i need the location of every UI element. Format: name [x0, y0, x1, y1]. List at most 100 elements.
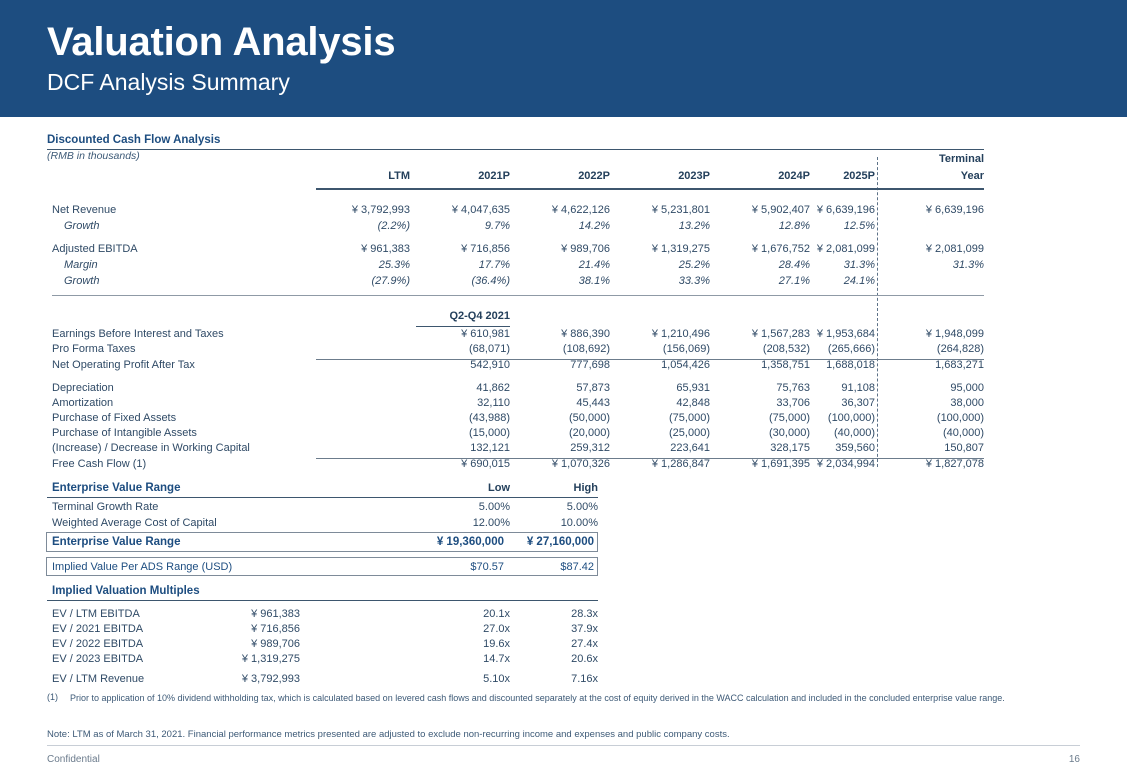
- cell-taxes-2023p: (156,069): [662, 343, 710, 355]
- cell-net-revenue-growth-2024p: 12.8%: [778, 220, 810, 232]
- cell-nopat-2025p: 1,688,018: [826, 359, 875, 371]
- cell-adj-ebitda-2024p: ¥ 1,676,752: [751, 243, 810, 255]
- cell-depreciation-2021p: 41,862: [476, 382, 510, 394]
- cell-fcf-2023p: ¥ 1,286,847: [651, 458, 710, 470]
- cell-depreciation-2023p: 65,931: [676, 382, 710, 394]
- cell-purchase-intangible-2021p: (15,000): [469, 427, 510, 439]
- cell-ebit-2023p: ¥ 1,210,496: [651, 328, 710, 340]
- row-label-working-capital: (Increase) / Decrease in Working Capital: [52, 442, 250, 454]
- cell-adj-ebitda-growth-2024p: 27.1%: [778, 275, 810, 287]
- cell-nopat-2024p: 1,358,751: [761, 359, 810, 371]
- cell-net-revenue-growth-2022p: 14.2%: [578, 220, 610, 232]
- cell-adj-ebitda-2025p: ¥ 2,081,099: [816, 243, 875, 255]
- cell-wacc-low: 12.00%: [472, 517, 510, 529]
- row-label-net-revenue: Net Revenue: [52, 204, 117, 216]
- cell-working-capital-2021p: 132,121: [470, 442, 510, 454]
- cell-purchase-fixed-2023p: (75,000): [669, 412, 710, 424]
- cell-adj-ebitda-growth-ltm: (27.9%): [371, 275, 410, 287]
- row-label-adjusted-ebitda: Adjusted EBITDA: [52, 243, 138, 255]
- cell-working-capital-terminal: 150,807: [944, 442, 984, 454]
- cell-working-capital-2023p: 223,641: [670, 442, 710, 454]
- cell-adj-ebitda-2023p: ¥ 1,319,275: [651, 243, 710, 255]
- cell-multiple-metric: ¥ 989,706: [251, 638, 300, 650]
- multiples-heading: Implied Valuation Multiples: [52, 585, 200, 597]
- cell-depreciation-2022p: 57,873: [576, 382, 610, 394]
- cell-multiple-high: 27.4x: [571, 638, 598, 650]
- cell-purchase-fixed-terminal: (100,000): [936, 412, 984, 424]
- cell-adj-ebitda-growth-2025p: 24.1%: [843, 275, 875, 287]
- row-label-terminal-growth-rate: Terminal Growth Rate: [52, 501, 159, 513]
- cell-net-revenue-growth-2023p: 13.2%: [678, 220, 710, 232]
- cell-multiple-high: 28.3x: [571, 608, 598, 620]
- cell-amortization-2023p: 42,848: [676, 397, 710, 409]
- cell-nopat-2021p: 542,910: [470, 359, 510, 371]
- row-label-depreciation: Depreciation: [52, 382, 114, 394]
- cell-adj-ebitda-margin-ltm: 25.3%: [378, 259, 410, 271]
- cell-adj-ebitda-growth-2021p: (36.4%): [471, 275, 510, 287]
- cell-net-revenue-growth-2021p: 9.7%: [484, 220, 510, 232]
- row-label-nopat: Net Operating Profit After Tax: [52, 359, 195, 371]
- cell-nopat-2023p: 1,054,426: [661, 359, 710, 371]
- row-label-multiple: EV / 2022 EBITDA: [52, 638, 144, 650]
- cell-amortization-2021p: 32,110: [477, 397, 510, 409]
- cell-purchase-intangible-2022p: (20,000): [569, 427, 610, 439]
- cell-purchase-intangible-2023p: (25,000): [669, 427, 710, 439]
- cell-working-capital-2025p: 359,560: [835, 442, 875, 454]
- footnote-marker: (1): [47, 692, 58, 702]
- cell-adj-ebitda-margin-2023p: 25.2%: [678, 259, 710, 271]
- cell-implied-ads-high: $87.42: [560, 561, 594, 573]
- column-header-terminal-line1: Terminal: [938, 153, 984, 165]
- cell-net-revenue-2023p: ¥ 5,231,801: [651, 204, 710, 216]
- cell-net-revenue-2025p: ¥ 6,639,196: [816, 204, 875, 216]
- cell-multiple-high: 37.9x: [571, 623, 598, 635]
- footer-page-number: 16: [1068, 754, 1080, 765]
- row-label-multiple: EV / LTM EBITDA: [52, 608, 140, 620]
- cell-adj-ebitda-margin-2022p: 21.4%: [578, 259, 610, 271]
- cell-adj-ebitda-margin-2021p: 17.7%: [478, 259, 510, 271]
- cell-working-capital-2024p: 328,175: [770, 442, 810, 454]
- cell-amortization-terminal: 38,000: [950, 397, 984, 409]
- cell-fcf-2021p: ¥ 690,015: [461, 458, 510, 470]
- cell-net-revenue-2024p: ¥ 5,902,407: [751, 204, 810, 216]
- cell-taxes-terminal: (264,828): [936, 343, 984, 355]
- cell-adj-ebitda-2021p: ¥ 716,856: [461, 243, 510, 255]
- cell-depreciation-2024p: 75,763: [776, 382, 810, 394]
- cell-net-revenue-2022p: ¥ 4,622,126: [551, 204, 610, 216]
- cell-nopat-terminal: 1,683,271: [935, 359, 984, 371]
- cell-adj-ebitda-growth-2023p: 33.3%: [678, 275, 710, 287]
- column-header-2021p: 2021P: [478, 170, 510, 182]
- cell-net-revenue-2021p: ¥ 4,047,635: [451, 204, 510, 216]
- section-rule: [47, 149, 984, 150]
- cell-amortization-2022p: 45,443: [576, 397, 610, 409]
- cell-purchase-fixed-2025p: (100,000): [827, 412, 875, 424]
- footnote-text: Prior to application of 10% dividend wit…: [70, 693, 1005, 703]
- column-header-q2-q4-2021: Q2-Q4 2021: [449, 310, 510, 322]
- column-header-2024p: 2024P: [778, 170, 810, 182]
- column-header-ltm: LTM: [388, 170, 410, 182]
- cell-net-revenue-terminal: ¥ 6,639,196: [925, 204, 984, 216]
- row-label-net-revenue-growth: Growth: [64, 220, 100, 232]
- cell-ev-range-total-low: ¥ 19,360,000: [436, 536, 504, 548]
- cell-amortization-2025p: 36,307: [841, 397, 875, 409]
- row-label-multiple: EV / 2023 EBITDA: [52, 653, 144, 665]
- row-label-ebit: Earnings Before Interest and Taxes: [52, 328, 224, 340]
- cell-wacc-high: 10.00%: [560, 517, 598, 529]
- cell-adj-ebitda-margin-2025p: 31.3%: [843, 259, 875, 271]
- nopat-rule: [316, 359, 984, 360]
- cell-multiple-metric: ¥ 716,856: [251, 623, 300, 635]
- cell-adj-ebitda-margin-terminal: 31.3%: [952, 259, 984, 271]
- cell-fcf-2025p: ¥ 2,034,994: [816, 458, 875, 470]
- cell-purchase-intangible-2025p: (40,000): [834, 427, 875, 439]
- cell-nopat-2022p: 777,698: [570, 359, 610, 371]
- cell-taxes-2025p: (265,666): [827, 343, 875, 355]
- row-label-multiple: EV / 2021 EBITDA: [52, 623, 144, 635]
- cell-adj-ebitda-ltm: ¥ 961,383: [361, 243, 410, 255]
- cell-multiple-metric: ¥ 1,319,275: [241, 653, 300, 665]
- cell-taxes-2022p: (108,692): [562, 343, 610, 355]
- cell-fcf-2022p: ¥ 1,070,326: [551, 458, 610, 470]
- cell-depreciation-terminal: 95,000: [950, 382, 984, 394]
- cell-multiple-high: 7.16x: [571, 673, 598, 685]
- fcf-rule: [316, 458, 984, 459]
- footer-divider: [47, 745, 1080, 746]
- row-label-multiple: EV / LTM Revenue: [52, 673, 145, 685]
